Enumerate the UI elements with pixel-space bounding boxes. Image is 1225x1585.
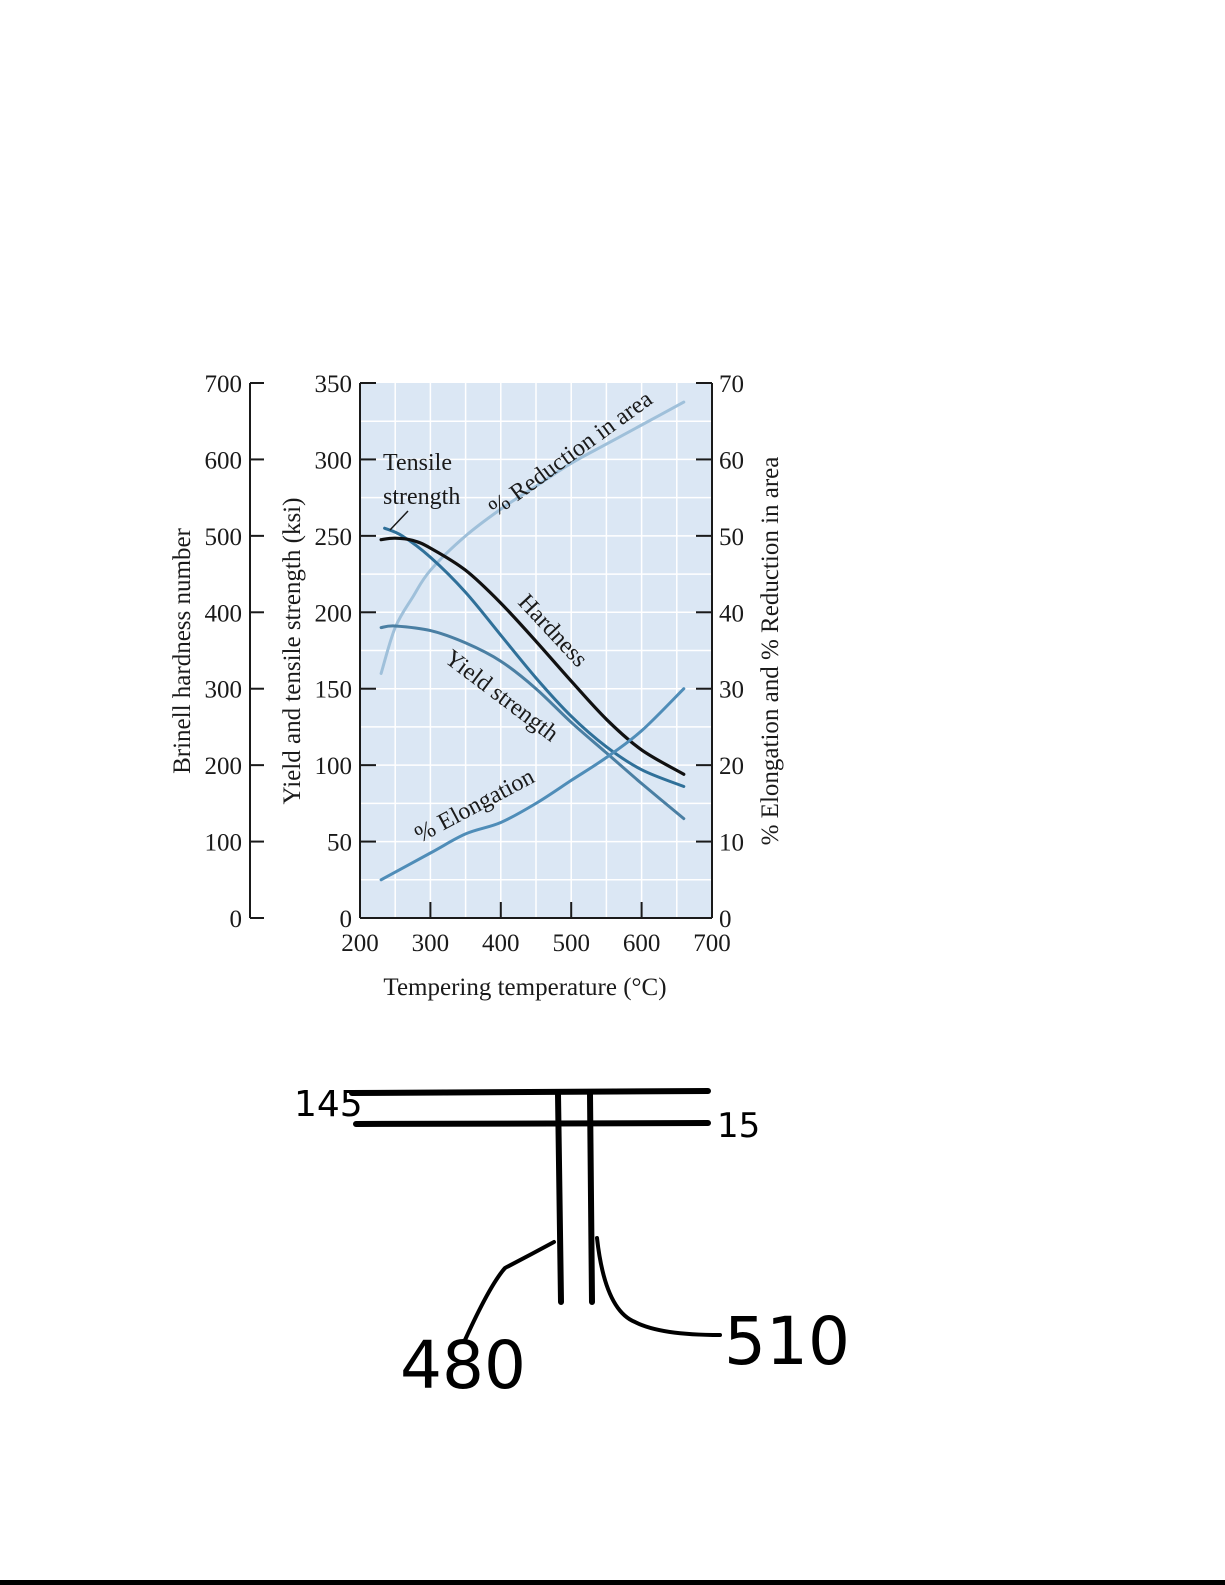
strength-tick-label: 300 — [315, 447, 353, 474]
strength-tick-label: 150 — [315, 677, 353, 704]
percent-tick-label: 20 — [719, 753, 744, 780]
sketch-left-vertical — [555, 1091, 564, 1305]
series-line-hardness — [379, 536, 686, 776]
hardness-tick-label: 500 — [205, 524, 243, 551]
strength-tick-label: 100 — [315, 753, 353, 780]
tensile-leader-line — [389, 510, 409, 531]
series-line-elongation — [379, 687, 686, 882]
label-tensile-strength: Tensile strength — [383, 450, 460, 510]
sketch-right-leader — [595, 1236, 722, 1337]
percent-tick-label: 40 — [719, 600, 744, 627]
strength-tick-label: 200 — [315, 600, 353, 627]
percent-tick-label: 30 — [719, 677, 744, 704]
x-tick-label: 500 — [552, 930, 590, 957]
series-layer — [379, 400, 686, 882]
axes: 0501001502002503003500100200300400500600… — [205, 371, 745, 957]
chart: 0501001502002503003500100200300400500600… — [169, 371, 784, 1001]
hardness-tick-label: 0 — [230, 906, 243, 933]
series-line-tensile-strength — [383, 526, 686, 788]
x-tick-label: 600 — [623, 930, 661, 957]
sketch-label-15: 15 — [717, 1106, 760, 1146]
percent-tick-label: 10 — [719, 830, 744, 857]
x-axis-title: Tempering temperature (°C) — [383, 974, 666, 1001]
hardness-tick-label: 400 — [205, 600, 243, 627]
percent-tick-label: 50 — [719, 524, 744, 551]
label-tensile-line1: Tensile — [383, 450, 452, 476]
series-line-reduction-in-area — [379, 400, 686, 675]
sketch-second-line — [353, 1120, 711, 1127]
hardness-tick-label: 100 — [205, 830, 243, 857]
bottom-rule — [0, 1580, 1225, 1585]
x-tick-label: 300 — [412, 930, 450, 957]
strength-tick-label: 0 — [340, 906, 353, 933]
percent-tick-label: 0 — [719, 906, 732, 933]
sketch-label-480: 480 — [400, 1327, 526, 1404]
x-tick-label: 200 — [341, 930, 379, 957]
strength-tick-label: 350 — [315, 371, 353, 398]
hardness-tick-label: 700 — [205, 371, 243, 398]
handwritten-sketch: 145 15 480 510 — [294, 1084, 850, 1404]
series-line-yield-strength — [379, 624, 686, 821]
strength-tick-label: 50 — [327, 830, 352, 857]
y-axis-title-hardness: Brinell hardness number — [169, 527, 196, 773]
sketch-label-145: 145 — [294, 1084, 363, 1125]
hardness-tick-label: 200 — [205, 753, 243, 780]
label-tensile-line2: strength — [383, 484, 460, 510]
strength-tick-label: 250 — [315, 524, 353, 551]
percent-tick-label: 60 — [719, 447, 744, 474]
sketch-label-510: 510 — [724, 1303, 850, 1380]
x-tick-label: 700 — [693, 930, 731, 957]
hardness-tick-label: 300 — [205, 677, 243, 704]
sketch-left-leader — [463, 1240, 556, 1342]
sketch-top-line — [349, 1088, 711, 1096]
x-tick-label: 400 — [482, 930, 520, 957]
y-axis-title-strength: Yield and tensile strength (ksi) — [279, 498, 306, 805]
sketch-right-vertical — [587, 1091, 595, 1305]
hardness-tick-label: 600 — [205, 447, 243, 474]
percent-tick-label: 70 — [719, 371, 744, 398]
y-axis-title-percent: % Elongation and % Reduction in area — [757, 457, 784, 846]
